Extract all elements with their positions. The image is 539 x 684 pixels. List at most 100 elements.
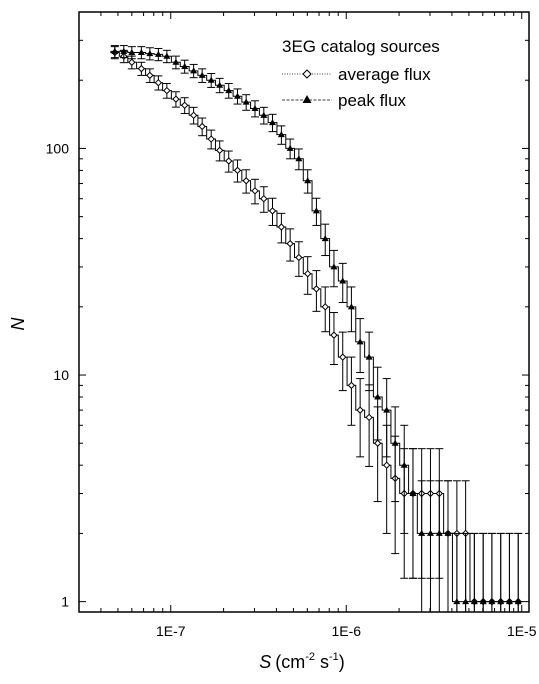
y-tick-label: 1 xyxy=(61,594,69,610)
data-point xyxy=(146,50,154,57)
data-point xyxy=(462,598,470,605)
data-point xyxy=(242,98,250,105)
data-point xyxy=(260,194,268,203)
data-point xyxy=(260,111,268,118)
data-point xyxy=(215,146,224,155)
data-point xyxy=(225,157,233,165)
x-axis-mid: s xyxy=(315,652,329,672)
data-point xyxy=(330,331,338,339)
axis-ticks: 1E-7 1E-6 1E-5 1 10 100 xyxy=(46,11,537,639)
x-axis-exponent-1: -2 xyxy=(305,651,315,663)
series-peak-flux xyxy=(110,45,523,612)
data-point xyxy=(163,52,171,59)
data-point xyxy=(435,529,443,536)
data-point xyxy=(347,303,355,310)
data-point xyxy=(251,105,259,112)
data-point xyxy=(303,269,312,278)
data-point xyxy=(181,62,189,69)
data-point xyxy=(180,101,189,110)
data-point xyxy=(339,277,347,284)
data-point xyxy=(189,111,198,120)
x-axis-end: ) xyxy=(339,652,345,672)
y-tick-label: 100 xyxy=(46,140,70,156)
data-point xyxy=(321,235,329,242)
x-tick-label: 1E-5 xyxy=(507,623,537,639)
data-point xyxy=(225,87,233,94)
data-point xyxy=(365,353,373,360)
data-point xyxy=(339,353,347,361)
plot-content xyxy=(110,45,523,612)
data-point xyxy=(479,598,487,605)
data-point xyxy=(268,207,277,215)
data-point xyxy=(497,598,505,605)
y-tick-label: 10 xyxy=(53,367,69,383)
data-point xyxy=(277,131,285,138)
data-point xyxy=(128,49,136,56)
data-point xyxy=(154,78,163,87)
data-point xyxy=(295,155,303,162)
x-axis-title: S (cm-2 s-1) xyxy=(259,651,345,672)
legend-title: 3EG catalog sources xyxy=(282,37,440,56)
data-point xyxy=(295,253,303,262)
data-point xyxy=(233,166,242,175)
data-point xyxy=(374,393,382,400)
data-point xyxy=(312,207,320,214)
data-point xyxy=(251,187,259,195)
legend-peak-label: peak flux xyxy=(338,91,407,110)
data-point xyxy=(207,135,215,143)
data-point xyxy=(382,461,391,469)
data-point xyxy=(190,67,198,74)
data-point xyxy=(172,95,180,103)
data-point xyxy=(330,263,338,270)
data-point xyxy=(198,71,206,78)
data-point xyxy=(286,239,294,248)
data-point xyxy=(137,49,145,56)
data-point xyxy=(426,529,434,536)
data-point xyxy=(391,439,399,446)
data-point xyxy=(207,76,215,83)
x-axis-exponent-2: -1 xyxy=(329,651,339,663)
data-point xyxy=(347,381,356,390)
data-point xyxy=(163,86,171,95)
data-point xyxy=(111,47,119,54)
data-point xyxy=(444,529,452,536)
data-point xyxy=(198,122,206,131)
data-point xyxy=(120,47,128,54)
series-average-flux xyxy=(110,46,523,612)
x-tick-label: 1E-6 xyxy=(331,623,361,639)
data-point xyxy=(269,119,277,126)
data-point xyxy=(418,529,426,536)
data-point xyxy=(154,50,162,57)
data-point xyxy=(400,461,408,468)
data-point xyxy=(286,144,294,151)
data-point xyxy=(365,413,373,422)
step-line xyxy=(110,52,523,603)
step-line xyxy=(110,50,523,603)
data-point xyxy=(277,223,286,231)
legend-average-marker xyxy=(302,69,312,79)
data-point xyxy=(146,71,154,80)
data-point xyxy=(242,177,250,185)
data-point xyxy=(128,58,136,66)
legend: 3EG catalog sources average flux peak fl… xyxy=(282,37,440,110)
data-point xyxy=(470,598,478,605)
legend-average-label: average flux xyxy=(338,65,431,84)
data-point xyxy=(453,598,461,605)
data-point xyxy=(409,490,417,497)
data-point xyxy=(505,598,513,605)
plot-frame xyxy=(78,11,530,613)
data-point xyxy=(137,64,146,73)
data-point xyxy=(373,439,382,447)
x-axis-units: (cm xyxy=(275,652,305,672)
legend-peak-marker xyxy=(302,95,312,103)
x-axis-symbol: S xyxy=(259,652,271,672)
data-point xyxy=(216,81,224,88)
x-tick-label: 1E-7 xyxy=(156,623,186,639)
data-point xyxy=(312,285,321,293)
y-axis-title: N xyxy=(8,317,28,331)
data-point xyxy=(172,58,180,65)
data-point xyxy=(488,598,496,605)
data-point xyxy=(304,177,312,184)
data-point xyxy=(321,303,329,311)
